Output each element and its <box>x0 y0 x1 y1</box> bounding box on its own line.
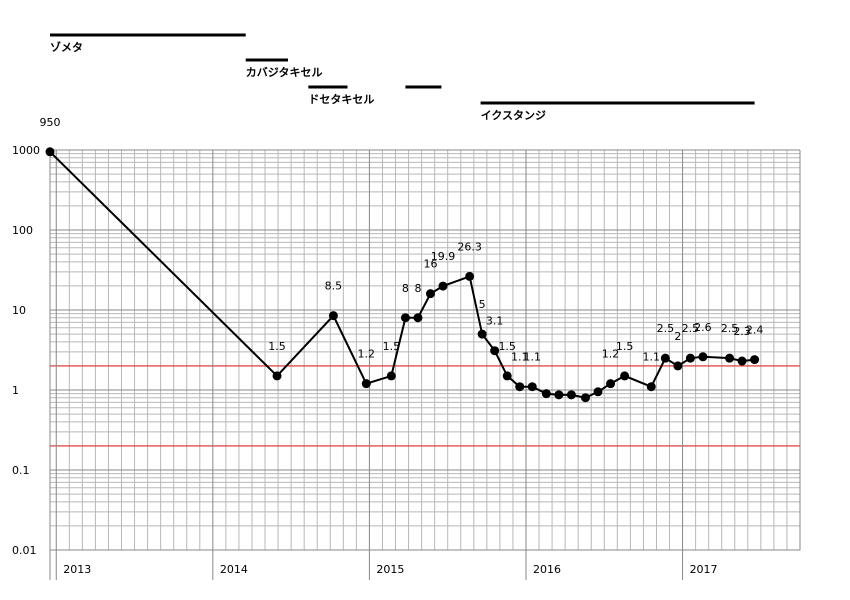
data-label: 1.5 <box>268 340 286 353</box>
data-point <box>737 356 747 366</box>
y-tick-label: 10 <box>12 304 26 317</box>
x-tick-label: 2016 <box>533 563 561 576</box>
data-label: 2.6 <box>694 321 712 334</box>
data-point <box>620 371 630 381</box>
data-label: 8 <box>402 282 409 295</box>
data-point <box>725 353 735 363</box>
data-point <box>465 271 475 281</box>
data-label: 2.5 <box>682 322 700 335</box>
data-point <box>45 147 55 157</box>
treatment-label: イクスタンジ <box>481 109 546 122</box>
data-label: 19.9 <box>431 250 456 263</box>
data-point <box>566 390 576 400</box>
data-point <box>413 313 423 323</box>
y-tick-label: 0.1 <box>12 464 30 477</box>
treatment-label: ドセタキセル <box>308 93 374 106</box>
data-label: 1.1 <box>643 351 661 364</box>
data-label: 1.2 <box>358 348 376 361</box>
data-point <box>425 289 435 299</box>
data-label: 1.5 <box>498 340 516 353</box>
data-point <box>685 353 695 363</box>
data-label: 1.1 <box>524 351 542 364</box>
x-tick-label: 2017 <box>690 563 718 576</box>
data-point <box>660 353 670 363</box>
data-label: 2 <box>674 330 681 343</box>
data-point <box>515 382 525 392</box>
data-point <box>400 313 410 323</box>
data-label: 1.5 <box>616 340 634 353</box>
data-label: 5 <box>479 298 486 311</box>
data-label: 16 <box>423 258 437 271</box>
data-point <box>328 311 338 321</box>
data-point <box>502 371 512 381</box>
data-point <box>673 361 683 371</box>
x-tick-label: 2015 <box>376 563 404 576</box>
data-point <box>593 387 603 397</box>
x-tick-label: 2014 <box>220 563 248 576</box>
data-point <box>580 393 590 403</box>
data-point <box>750 355 760 365</box>
data-point <box>606 379 616 389</box>
data-label: 3.1 <box>486 315 504 328</box>
data-label: 26.3 <box>457 240 482 253</box>
data-point <box>541 389 551 399</box>
treatment-label: カバジタキセル <box>246 66 323 79</box>
data-label: 2.4 <box>746 324 764 337</box>
data-label: 2.3 <box>733 325 751 338</box>
treatment-label: ゾメタ <box>50 40 83 54</box>
data-label: 1.1 <box>511 351 529 364</box>
chart-axes: 2013 2014 2015 2016 2017 1000 100 10 1 0.1 0.01 <box>12 144 801 580</box>
data-point <box>554 390 564 400</box>
data-point <box>698 352 708 362</box>
data-label: 950 <box>40 116 61 129</box>
data-point <box>477 329 487 339</box>
x-tick-label: 2013 <box>63 563 91 576</box>
data-label: 1.5 <box>383 340 401 353</box>
y-tick-label: 1 <box>12 384 19 397</box>
data-point <box>272 371 282 381</box>
y-tick-label: 100 <box>12 224 33 237</box>
data-label: 8.5 <box>325 280 343 293</box>
data-label: 1.2 <box>602 348 620 361</box>
chart-grid <box>50 150 800 551</box>
data-point <box>527 382 537 392</box>
data-point <box>386 371 396 381</box>
data-label: 2.5 <box>721 322 739 335</box>
data-point <box>361 379 371 389</box>
y-tick-label: 1000 <box>12 144 40 157</box>
data-point <box>438 281 448 291</box>
y-tick-label: 0.01 <box>12 544 37 557</box>
data-label: 2.5 <box>657 322 675 335</box>
data-point <box>490 346 500 356</box>
data-label: 8 <box>414 282 421 295</box>
data-point <box>646 382 656 392</box>
